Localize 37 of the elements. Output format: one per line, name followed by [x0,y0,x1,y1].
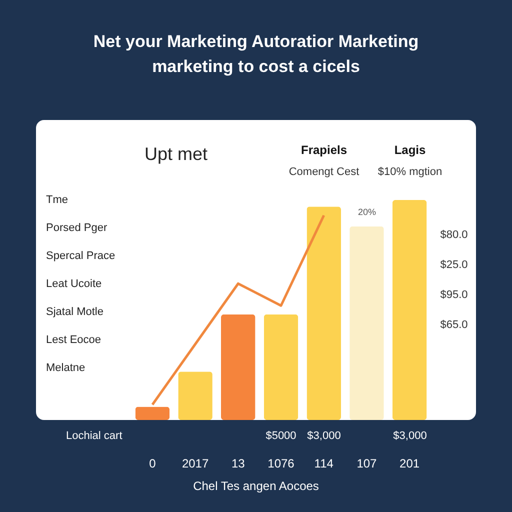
text: Tme [46,194,68,206]
annotation: 20% [358,207,376,217]
bar [135,406,170,420]
text: Lest Eocoe [46,334,102,346]
text: Lagis [394,143,426,157]
text: $25.0 [440,259,468,271]
text: Sjatal Motle [46,306,104,318]
bar [264,314,298,420]
bar [178,372,212,420]
text: Lochial cart [66,430,122,442]
x-tick-label: 2017 [182,456,209,470]
x-tick-label: 107 [356,456,378,470]
x-tick-label: 114 [314,456,334,470]
chart-title: Net your Marketing Autoratior Marketing marketing to cost a cicels [93,32,419,76]
text: Chel Tes angen Aocoes [193,479,319,493]
text: Comengt Cest [288,166,360,178]
text: Melatne [46,362,86,374]
text: Leat Ucoite [46,278,102,290]
text: $65.0 [440,319,468,331]
text: Porsed Pger [46,222,108,234]
text: Spercal Prace [46,250,116,262]
x-tick-label: 0 [149,456,156,470]
text: $10% mgtion [378,166,442,178]
bar [350,226,384,420]
text: $3,000 [307,430,341,442]
x-tick-label: 201 [400,456,420,470]
text: Frapiels [300,143,348,157]
text: $80.0 [440,229,468,241]
text: $5000 [266,430,296,442]
x-tick-label: 13 [231,456,246,470]
text: $95.0 [440,289,468,301]
text: $3,000 [393,430,427,442]
bar [306,206,341,420]
text: Upt met [144,144,208,164]
bar [221,314,256,420]
x-tick-label: 1076 [268,456,295,470]
bar [392,200,427,420]
